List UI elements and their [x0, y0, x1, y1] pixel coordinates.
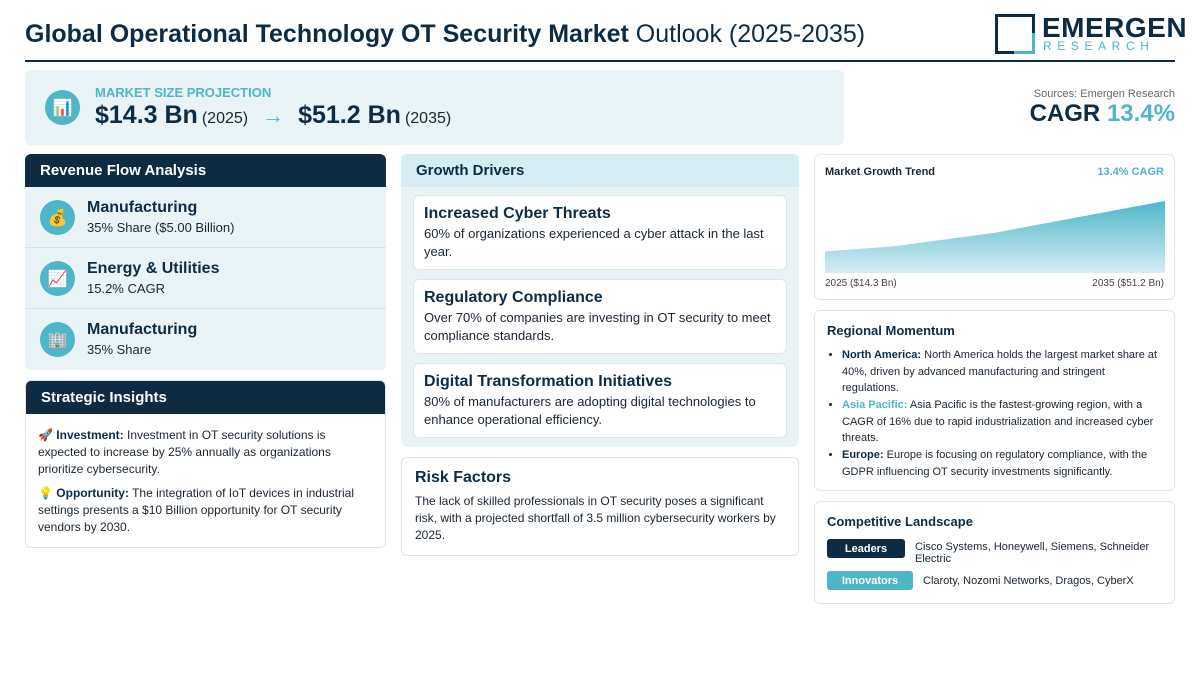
driver-card: Increased Cyber Threats 60% of organizat… — [413, 195, 787, 270]
innovators-list: Claroty, Nozomi Networks, Dragos, CyberX — [923, 575, 1134, 587]
page-header: Global Operational Technology OT Securit… — [25, 12, 1187, 62]
money-bag-icon: 💰 — [40, 200, 75, 235]
driver-text: 60% of organizations experienced a cyber… — [424, 226, 764, 259]
logo-mark-icon — [995, 14, 1035, 54]
driver-title: Regulatory Compliance — [424, 289, 603, 306]
revenue-flow-title: Revenue Flow Analysis — [25, 154, 386, 187]
list-item: 📈 Energy & Utilities 15.2% CAGR — [25, 248, 386, 309]
list-item: North America: North America holds the l… — [842, 347, 1162, 397]
trend-area-chart — [825, 201, 1165, 273]
innovators-row: Innovators Claroty, Nozomi Networks, Dra… — [827, 571, 1162, 595]
region-name: Asia Pacific: — [842, 399, 908, 411]
regional-momentum-title: Regional Momentum — [827, 323, 955, 338]
building-icon: 🏢 — [40, 322, 75, 357]
revenue-item-subtitle: 35% Share ($5.00 Billion) — [87, 220, 235, 235]
driver-card: Digital Transformation Initiatives 80% o… — [413, 363, 787, 438]
revenue-flow-card: Revenue Flow Analysis 💰 Manufacturing 35… — [25, 154, 386, 370]
rocket-icon: 🚀 — [38, 428, 53, 442]
innovators-badge: Innovators — [827, 571, 913, 590]
trend-chart-icon: 📈 — [40, 261, 75, 296]
driver-card: Regulatory Compliance Over 70% of compan… — [413, 279, 787, 354]
insight-opportunity: 💡 Opportunity: The integration of IoT de… — [26, 485, 385, 536]
insight-label: Opportunity: — [56, 486, 129, 500]
revenue-item-subtitle: 35% Share — [87, 342, 152, 357]
revenue-item-title: Manufacturing — [87, 321, 198, 338]
insight-investment: 🚀 Investment: Investment in OT security … — [26, 427, 385, 478]
strategic-insights-title: Strategic Insights — [26, 381, 385, 414]
page-title-main: Global Operational Technology OT Securit… — [25, 20, 629, 48]
trend-area — [825, 201, 1165, 273]
emergen-logo: EMERGEN RESEARCH — [995, 12, 1187, 56]
revenue-item-title: Energy & Utilities — [87, 260, 220, 277]
competitive-landscape-card: Competitive Landscape Leaders Cisco Syst… — [814, 501, 1175, 604]
insight-text: Investment in OT security solutions is e… — [38, 428, 331, 476]
growth-drivers-title: Growth Drivers — [401, 154, 799, 187]
driver-text: Over 70% of companies are investing in O… — [424, 310, 771, 343]
market-growth-trend-card: Market Growth Trend 13.4% CAGR 2025 ($14… — [814, 154, 1175, 300]
growth-drivers-card: Growth Drivers Increased Cyber Threats 6… — [401, 154, 799, 447]
leaders-badge: Leaders — [827, 539, 905, 558]
risk-factors-card: Risk Factors The lack of skilled profess… — [401, 457, 799, 556]
revenue-item-subtitle: 15.2% CAGR — [87, 281, 166, 296]
trend-cagr: 13.4% CAGR — [1097, 166, 1164, 178]
projection-end-year: (2035) — [404, 110, 452, 127]
risk-factors-text: The lack of skilled professionals in OT … — [415, 494, 776, 542]
lightbulb-icon: 💡 — [38, 486, 53, 500]
regional-list: North America: North America holds the l… — [827, 347, 1162, 480]
leaders-row: Leaders Cisco Systems, Honeywell, Siemen… — [827, 539, 1162, 565]
competitive-landscape-title: Competitive Landscape — [827, 514, 973, 529]
projection-end-value: $51.2 Bn — [298, 101, 401, 129]
market-size-projection: 📊 MARKET SIZE PROJECTION $14.3 Bn (2025) →… — [25, 70, 844, 145]
list-item: 💰 Manufacturing 35% Share ($5.00 Billion… — [25, 187, 386, 248]
sources-note: Sources: Emergen Research — [1033, 88, 1175, 100]
list-item: Europe: Europe is focusing on regulatory… — [842, 447, 1162, 480]
region-name: Europe: — [842, 449, 884, 461]
list-item: Asia Pacific: Asia Pacific is the fastes… — [842, 397, 1162, 447]
driver-title: Digital Transformation Initiatives — [424, 373, 673, 390]
projection-values: $14.3 Bn (2025) → $51.2 Bn (2035) — [95, 101, 451, 130]
page-title: Global Operational Technology OT Securit… — [25, 20, 865, 49]
trend-end-label: 2035 ($51.2 Bn) — [1092, 278, 1164, 289]
leaders-list: Cisco Systems, Honeywell, Siemens, Schne… — [915, 541, 1150, 565]
region-text: Europe is focusing on regulatory complia… — [842, 449, 1148, 478]
logo-sub-text: RESEARCH — [1043, 39, 1155, 53]
bar-chart-icon: 📊 — [45, 90, 80, 125]
cagr-summary: CAGR 13.4% — [1030, 100, 1175, 128]
list-item: 🏢 Manufacturing 35% Share — [25, 309, 386, 370]
strategic-insights-card: Strategic Insights 🚀 Investment: Investm… — [25, 380, 386, 548]
region-text: Asia Pacific is the fastest-growing regi… — [842, 399, 1154, 444]
projection-start-year: (2025) — [201, 110, 249, 127]
trend-start-label: 2025 ($14.3 Bn) — [825, 278, 897, 289]
cagr-label: CAGR — [1029, 100, 1101, 127]
regional-momentum-card: Regional Momentum North America: North A… — [814, 310, 1175, 491]
revenue-item-title: Manufacturing — [87, 199, 198, 216]
page-title-sub: Outlook (2025-2035) — [635, 20, 866, 48]
region-name: North America: — [842, 349, 922, 361]
logo-main-text: EMERGEN — [1042, 12, 1188, 43]
driver-title: Increased Cyber Threats — [424, 205, 611, 222]
insight-label: Investment: — [56, 428, 124, 442]
region-text: North America holds the largest market s… — [842, 349, 1158, 394]
risk-factors-title: Risk Factors — [415, 469, 512, 486]
trend-title: Market Growth Trend — [825, 166, 936, 178]
driver-text: 80% of manufacturers are adopting digita… — [424, 394, 756, 427]
projection-label: MARKET SIZE PROJECTION — [95, 85, 272, 100]
cagr-value: 13.4% — [1106, 100, 1175, 127]
arrow-right-icon: → — [262, 103, 285, 128]
projection-start-value: $14.3 Bn — [95, 101, 198, 129]
insight-text: The integration of IoT devices in indust… — [38, 486, 354, 534]
